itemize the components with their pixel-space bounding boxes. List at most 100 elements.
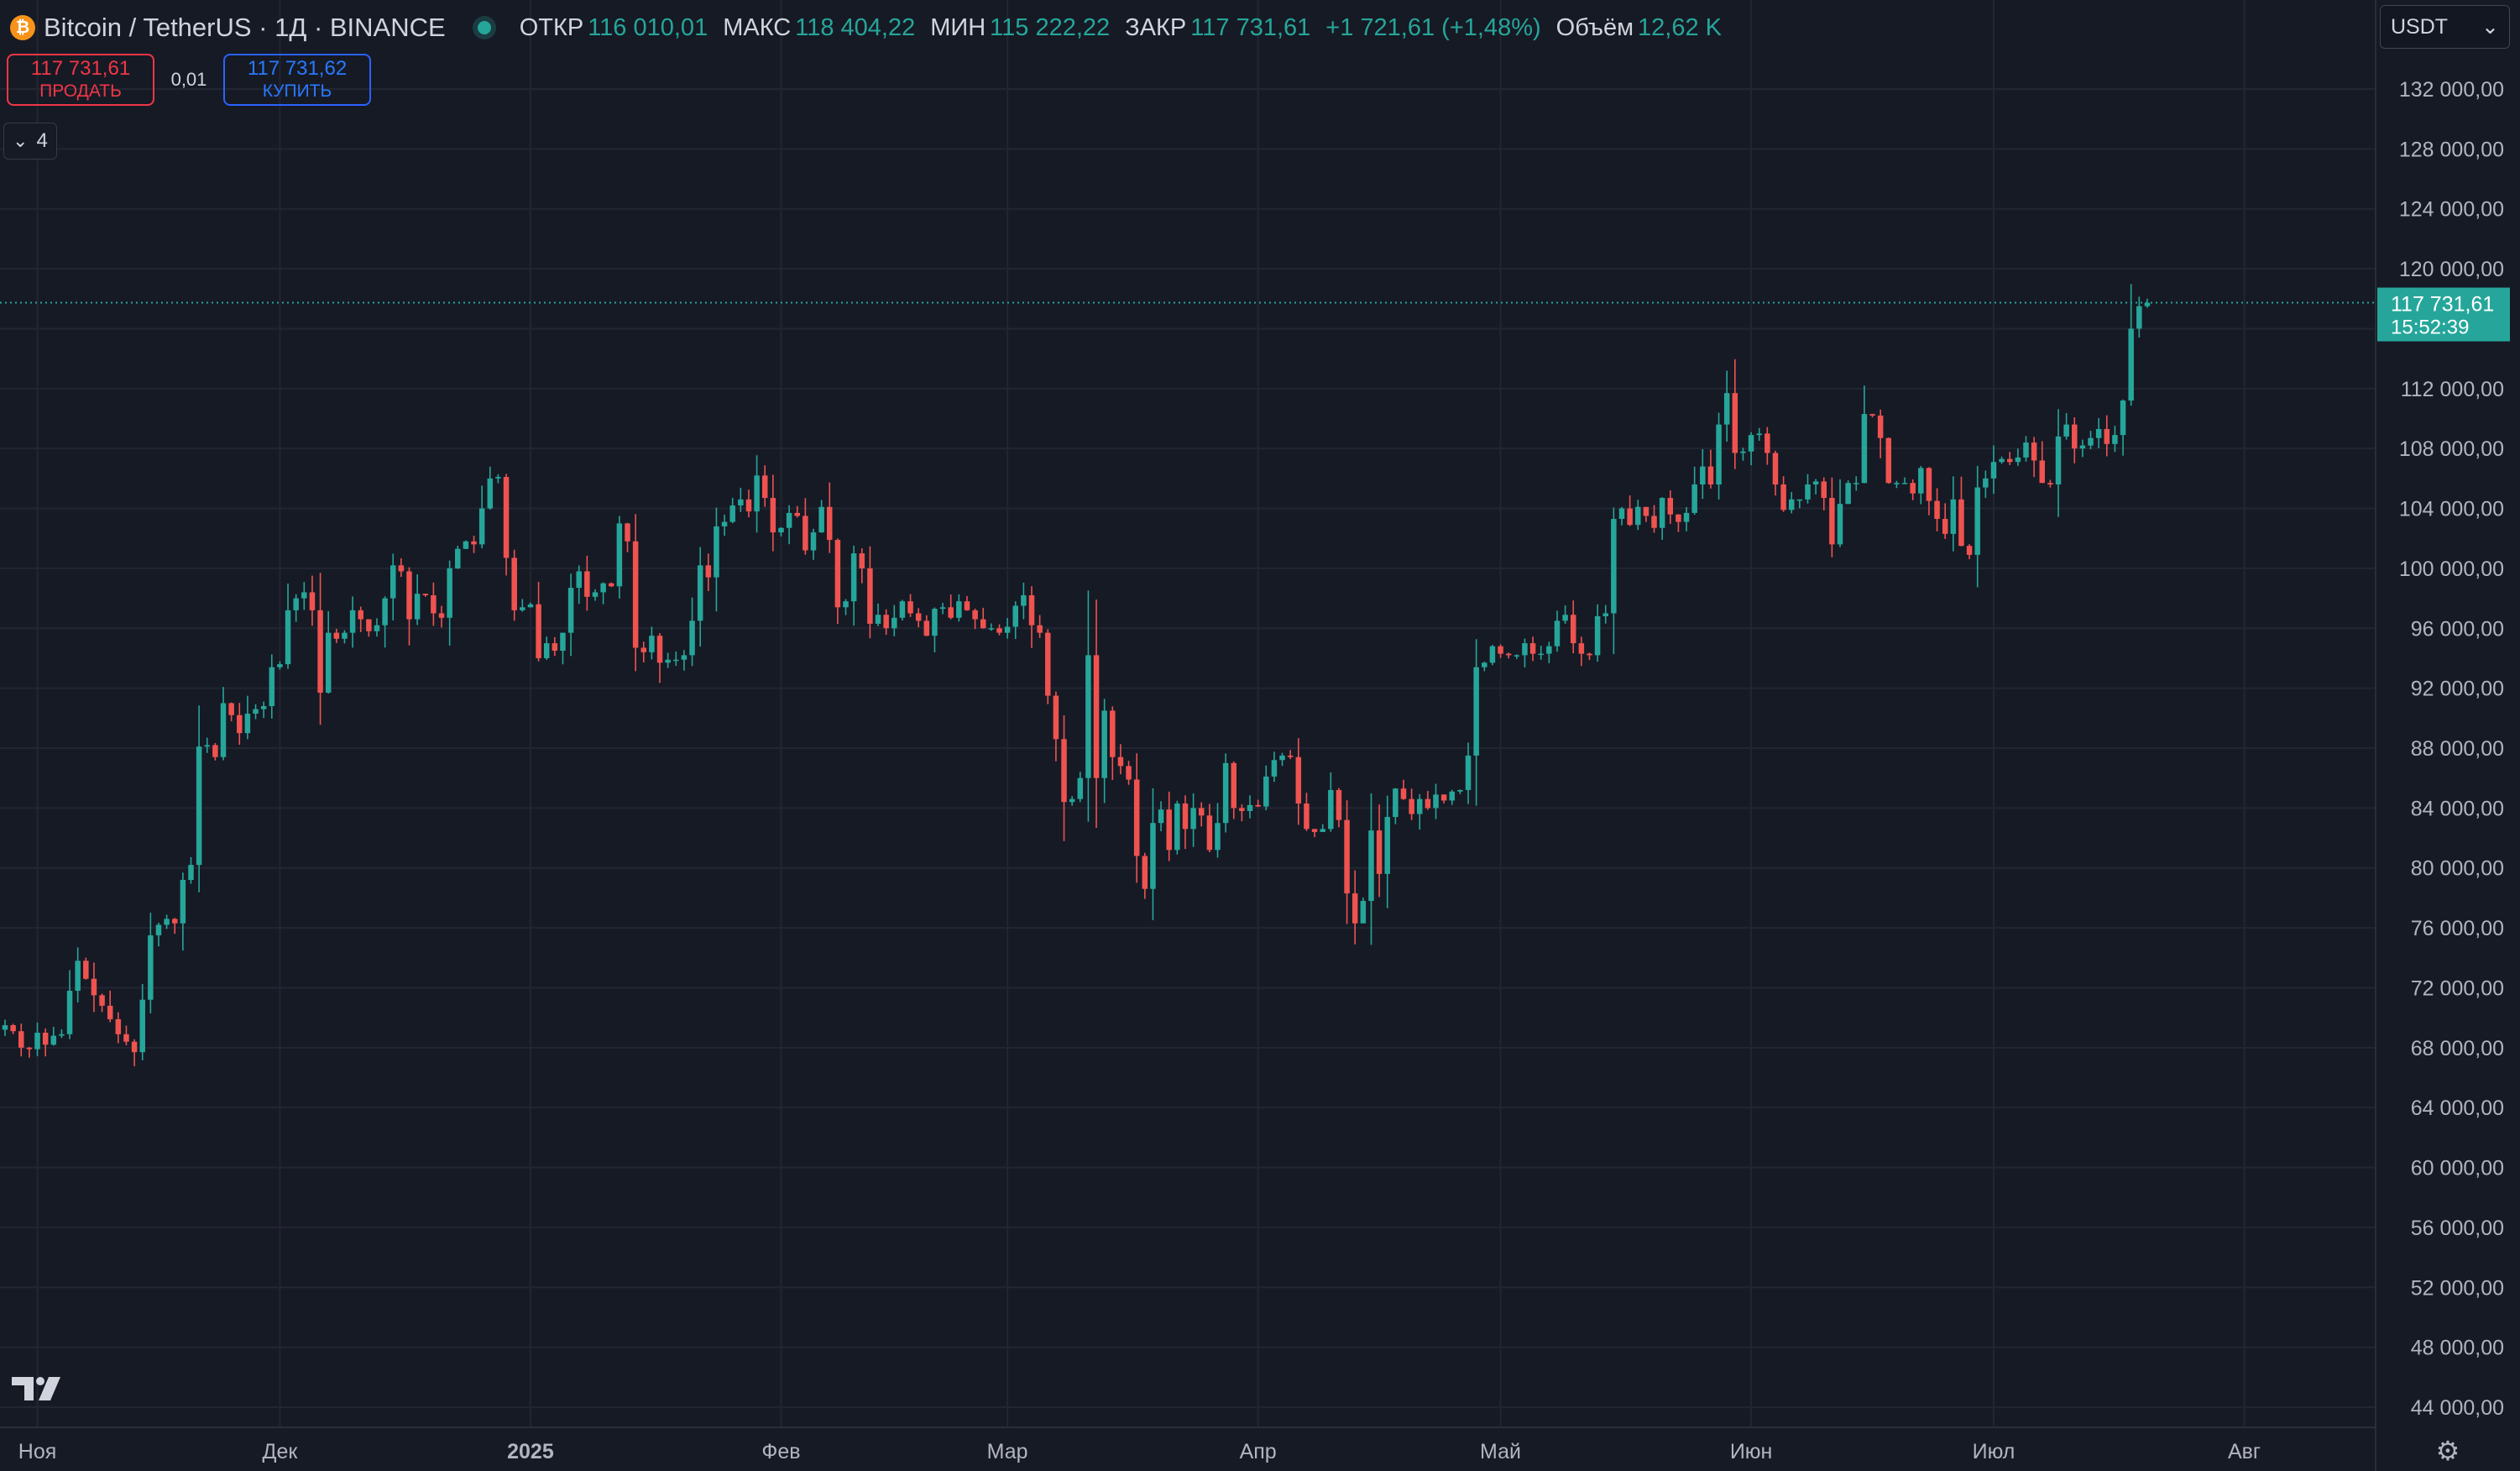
candle-body — [1255, 804, 1261, 807]
candle-down — [317, 573, 323, 725]
candle-down — [2031, 437, 2037, 478]
candle-up — [1069, 796, 1075, 806]
candle-body — [1328, 789, 1334, 830]
candle-body — [1894, 483, 1900, 484]
candle-down — [511, 549, 517, 621]
buy-label: КУПИТЬ — [262, 81, 332, 101]
candle-body — [964, 601, 970, 610]
candle-down — [1676, 514, 1681, 532]
candle-body — [155, 924, 162, 936]
candle-up — [1465, 742, 1472, 804]
price-tick-label: 76 000,00 — [2411, 917, 2504, 940]
candle-body — [972, 610, 978, 620]
candle-body — [1021, 595, 1027, 606]
gear-icon[interactable]: ⚙ — [2435, 1436, 2460, 1466]
candle-body — [616, 523, 623, 587]
candle-down — [1829, 477, 1835, 558]
candle-down — [972, 608, 978, 630]
tradingview-logo-icon[interactable] — [12, 1374, 67, 1404]
candle-body — [2006, 458, 2013, 463]
time-tick-label: Дек — [263, 1440, 299, 1463]
candle-up — [1077, 772, 1084, 803]
candle-up — [204, 737, 210, 753]
candle-body — [1142, 856, 1148, 889]
candle-body — [1554, 620, 1561, 647]
candle-up — [1894, 480, 1900, 489]
time-tick-label: Апр — [1240, 1440, 1277, 1463]
candle-up — [891, 605, 897, 636]
candle-body — [204, 745, 210, 747]
candle-down — [923, 615, 930, 636]
candle-down — [1780, 476, 1786, 512]
candle-body — [843, 601, 849, 608]
price-tick-label: 128 000,00 — [2399, 138, 2504, 161]
candle-up — [2136, 296, 2142, 338]
candle-body — [503, 477, 510, 558]
candle-down — [1133, 753, 1140, 883]
candle-body — [859, 553, 865, 568]
candle-body — [301, 592, 307, 599]
candle-up — [139, 984, 145, 1060]
candle-up — [253, 704, 259, 720]
candle-body — [1425, 798, 1431, 809]
candle-body — [1618, 508, 1625, 520]
candle-down — [915, 608, 922, 628]
candle-up — [1594, 604, 1601, 662]
candle-body — [2072, 424, 2078, 449]
market-status-dot[interactable] — [477, 21, 491, 34]
candle-up — [567, 573, 574, 657]
candle-up — [374, 618, 380, 637]
candle-body — [1393, 788, 1399, 818]
price-tick-label: 124 000,00 — [2399, 198, 2504, 222]
candle-body — [1093, 655, 1100, 778]
candle-up — [1546, 641, 1552, 663]
candle-body — [552, 643, 558, 652]
price-tick-label: 112 000,00 — [2401, 378, 2504, 401]
candle-body — [560, 632, 566, 652]
candle-down — [309, 575, 316, 626]
candle-up — [616, 516, 623, 599]
candle-up — [382, 596, 388, 648]
candle-body — [2039, 460, 2046, 484]
candle-body — [277, 664, 283, 667]
candle-up — [721, 515, 728, 537]
candle-down — [1498, 644, 1503, 658]
candle-body — [1222, 762, 1229, 824]
buy-button[interactable]: 117 731,62 КУПИТЬ — [223, 54, 371, 106]
candle-body — [487, 478, 494, 509]
candle-up — [196, 705, 202, 893]
candle-up — [1263, 765, 1269, 811]
sell-button[interactable]: 117 731,61 ПРОДАТЬ — [7, 54, 154, 106]
candle-down — [471, 536, 477, 553]
candle-down — [827, 482, 833, 553]
candle-down — [1336, 788, 1342, 828]
candle-up — [697, 547, 703, 647]
indicators-collapse-button[interactable]: ⌄ 4 — [3, 123, 57, 160]
candle-up — [1449, 789, 1456, 805]
last-price-label: 117 731,61 — [2391, 293, 2494, 317]
candle-body — [899, 601, 906, 618]
candle-up — [527, 602, 534, 608]
candle-up — [1393, 788, 1399, 824]
candle-body — [478, 508, 485, 545]
candle-body — [1498, 646, 1503, 654]
candle-up — [301, 582, 307, 610]
candle-body — [237, 715, 243, 734]
price-tick-label: 52 000,00 — [2411, 1276, 2504, 1300]
currency-select[interactable]: USDT ⌄ — [2380, 5, 2510, 49]
candle-down — [398, 558, 405, 578]
candle-up — [956, 594, 962, 622]
candle-up — [818, 500, 824, 533]
candle-up — [2015, 448, 2021, 466]
candle-body — [915, 613, 922, 621]
candle-up — [2120, 399, 2126, 456]
candle-up — [260, 701, 267, 719]
candle-body — [681, 655, 688, 660]
candle-body — [576, 571, 582, 589]
price-tick-label: 56 000,00 — [2411, 1217, 2504, 1240]
candle-body — [1004, 626, 1011, 633]
price-tick-label: 100 000,00 — [2399, 558, 2504, 581]
symbol-title[interactable]: Bitcoin / TetherUS · 1Д · BINANCE — [44, 13, 446, 42]
